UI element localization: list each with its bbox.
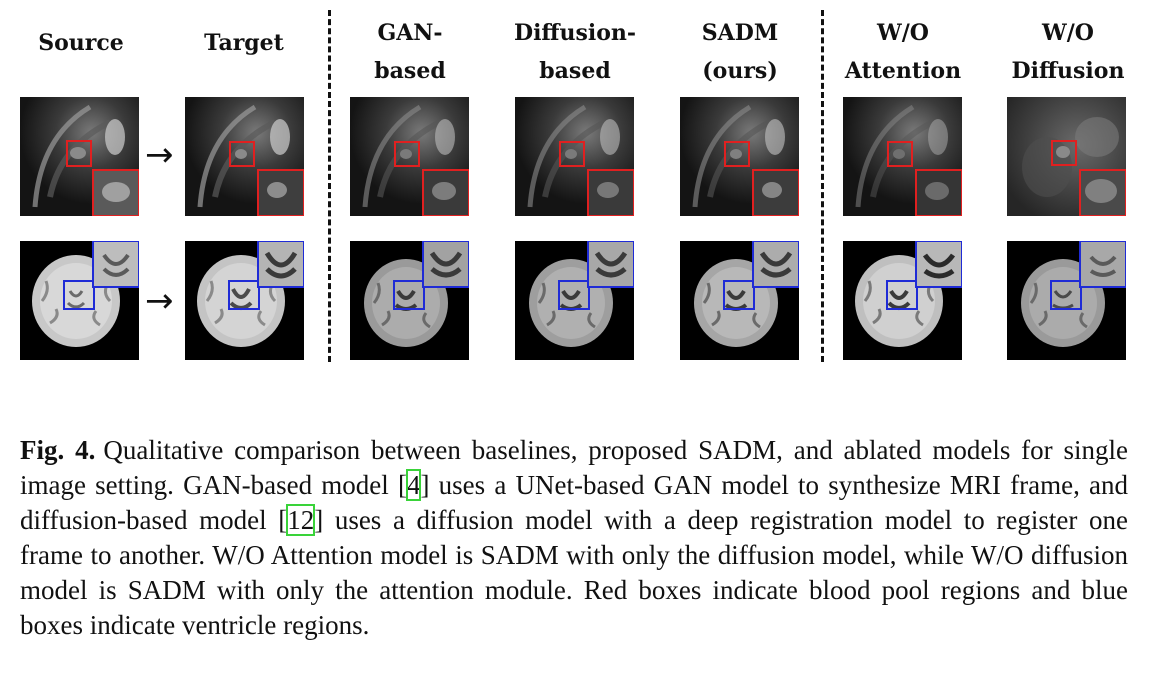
- tile-brain-sadm: [680, 241, 799, 360]
- citation-link-12[interactable]: 12: [286, 504, 316, 536]
- tile-brain-wo-diffusion: [1007, 241, 1126, 360]
- tile-cardiac-target: [185, 97, 304, 216]
- tile-brain-source: [20, 241, 139, 360]
- arrow-cardiac: →: [145, 135, 174, 175]
- column-header-target: Target: [204, 30, 284, 56]
- tile-cardiac-sadm: [680, 97, 799, 216]
- separator-dashed-left: [328, 10, 331, 362]
- figure-caption: Fig. 4. Qualitative comparison between ba…: [20, 433, 1128, 643]
- column-header-gan: GAN- based: [374, 20, 446, 84]
- column-header-source: Source: [38, 30, 124, 56]
- figure-label: Fig. 4.: [20, 435, 96, 465]
- caption-text-3: ] uses a diffusion model with a deep reg…: [20, 505, 1128, 640]
- column-header-wo-attention: W/O Attention: [844, 20, 962, 84]
- tile-cardiac-gan: [350, 97, 469, 216]
- citation-link-4[interactable]: 4: [405, 469, 422, 501]
- tile-cardiac-wo-attention: [843, 97, 962, 216]
- tile-brain-gan: [350, 241, 469, 360]
- separator-dashed-right: [821, 10, 824, 362]
- tile-brain-wo-attention: [843, 241, 962, 360]
- column-header-wo-diffusion: W/O Diffusion: [1011, 20, 1125, 84]
- tile-cardiac-source: [20, 97, 139, 216]
- column-header-diffusion: Diffusion- based: [513, 20, 637, 84]
- caption-text-2: ] uses a UNet-based GAN model to synthes…: [20, 470, 1128, 535]
- tile-brain-target: [185, 241, 304, 360]
- caption-text-1: Qualitative comparison between baselines…: [20, 435, 1128, 500]
- tile-cardiac-wo-diffusion: [1007, 97, 1126, 216]
- tile-brain-diffusion: [515, 241, 634, 360]
- column-header-sadm: SADM (ours): [701, 20, 779, 84]
- arrow-brain: →: [145, 281, 174, 321]
- tile-cardiac-diffusion: [515, 97, 634, 216]
